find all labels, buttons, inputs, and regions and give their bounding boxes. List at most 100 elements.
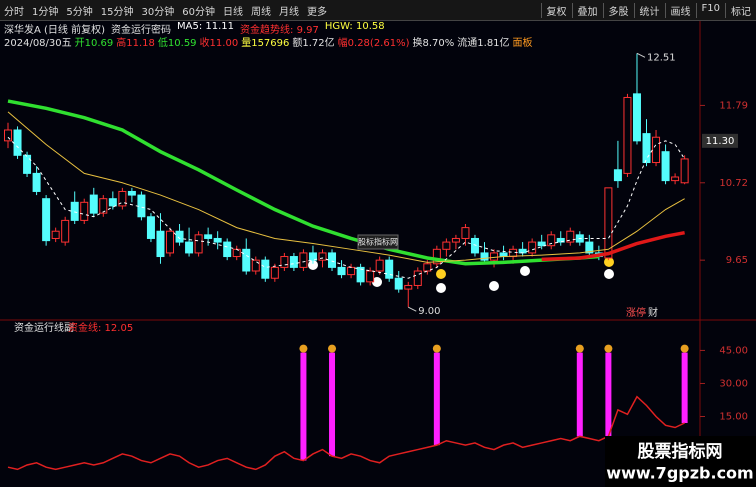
info-item: 收11.00 (199, 38, 239, 49)
candle-body (642, 133, 651, 164)
tool-button[interactable]: F10 (695, 2, 725, 18)
last-price-label: 11.30 (706, 136, 735, 147)
candle-body (585, 241, 594, 254)
period-tab[interactable]: 更多 (306, 6, 327, 18)
candle-body (270, 266, 279, 279)
candle-body (261, 259, 270, 279)
candle-body (213, 237, 222, 243)
candle-body (509, 248, 518, 258)
watermark: 股标指标网 (358, 237, 398, 247)
buy-icon (604, 269, 614, 279)
signal-icons (308, 257, 614, 293)
info-item: 低10.59 (157, 38, 197, 49)
sub-title: 资金运行线副 (14, 321, 74, 334)
period-tab[interactable]: 5分钟 (66, 6, 93, 18)
info-item: 开10.69 (74, 38, 114, 49)
candle-body (356, 266, 365, 283)
candle-body (251, 259, 260, 272)
tool-button[interactable]: 复权 (540, 2, 572, 18)
site-name: 股票指标网 (638, 441, 723, 462)
tool-button[interactable]: 统计 (633, 2, 665, 18)
candle-body (328, 252, 337, 268)
candle-body (347, 266, 356, 276)
info-item: 面板 (512, 38, 533, 49)
candle-body (613, 169, 622, 182)
period-tab[interactable]: 30分钟 (141, 6, 175, 18)
candle-body (566, 230, 575, 243)
tool-button[interactable]: 多股 (602, 2, 634, 18)
candle-body (652, 136, 661, 164)
candle-body (242, 248, 251, 272)
info-item: 幅0.28(2.61%) (337, 38, 410, 49)
candle-body (413, 270, 422, 286)
ma-line (7, 99, 599, 266)
candle-body (166, 230, 175, 254)
candle-body (394, 277, 403, 290)
period-tab[interactable]: 60分钟 (182, 6, 215, 18)
candle-body (127, 190, 136, 196)
ma-line (541, 230, 685, 262)
y-tick-label: 45.00 (719, 345, 748, 356)
candle-body (194, 234, 203, 254)
candle-body (461, 227, 470, 239)
info-item: 量157696 (241, 38, 290, 49)
candle-body (385, 259, 394, 279)
candle-body (671, 176, 680, 182)
candle-body (442, 241, 451, 250)
info-bar: 2024/08/30五 开10.69 高11.18 低10.59 收11.00 量1576… (4, 34, 533, 49)
candle-body (337, 266, 346, 276)
money-icon (680, 344, 689, 353)
money-icon (299, 344, 308, 353)
tool-button[interactable]: 画线 (664, 2, 696, 18)
fund-line (7, 395, 685, 471)
site-url: www.7gpzb.com (606, 464, 753, 483)
candle-body (299, 252, 308, 268)
watermark-box (357, 234, 399, 250)
signal-bar (433, 352, 440, 446)
candle-body (470, 237, 479, 254)
header-item: 资金运行密码 (111, 25, 172, 36)
candle-body (99, 198, 108, 214)
annotation-label: 12.51 (647, 52, 676, 63)
badge: 涨停 (626, 306, 646, 319)
candle-body (632, 93, 641, 142)
money-icon (575, 344, 584, 353)
candle-body (156, 230, 165, 258)
smile-icon (604, 257, 614, 267)
candle-body (289, 256, 298, 268)
candle-body (70, 201, 79, 221)
candle-body (318, 252, 327, 261)
candle-body (80, 201, 89, 221)
candle-body (4, 129, 12, 142)
signal-bar (300, 352, 307, 461)
candle-body (375, 259, 384, 272)
candle-body (480, 252, 489, 261)
period-tab[interactable]: 日线 (222, 6, 243, 18)
money-icon (604, 344, 613, 353)
period-tab[interactable]: 15分钟 (100, 6, 134, 18)
smile-icon (436, 269, 446, 279)
candle-body (518, 248, 527, 254)
buy-icon (489, 281, 499, 291)
period-tab[interactable]: 分时 (4, 6, 24, 18)
candle-body (175, 230, 184, 243)
candle-body (432, 248, 441, 265)
candle-body (661, 151, 670, 182)
period-tab[interactable]: 月线 (278, 6, 299, 18)
period-tab[interactable]: 周线 (250, 6, 271, 18)
tool-button[interactable]: 叠加 (571, 2, 603, 18)
sub-readout: 资金线: 12.05 (68, 321, 133, 334)
signal-bar (605, 352, 612, 437)
signal-bar (329, 352, 336, 457)
annotation-label: 9.00 (418, 306, 440, 317)
info-item: 高11.18 (116, 38, 155, 49)
toolbar: 分时 1分钟 5分钟 15分钟 30分钟 60分钟 日线 周线 月线 更多 复权 叠加 多股 统计 画线 F1… (0, 0, 756, 21)
period-tab[interactable]: 1分钟 (32, 6, 59, 18)
candle-body (280, 256, 289, 268)
candle-body (137, 194, 146, 218)
signal-bar (576, 352, 583, 437)
tool-button[interactable]: 标记 (725, 2, 756, 18)
candle-body (223, 241, 232, 258)
header-item: HGW: 10.58 (324, 21, 385, 32)
money-icon (328, 344, 337, 353)
